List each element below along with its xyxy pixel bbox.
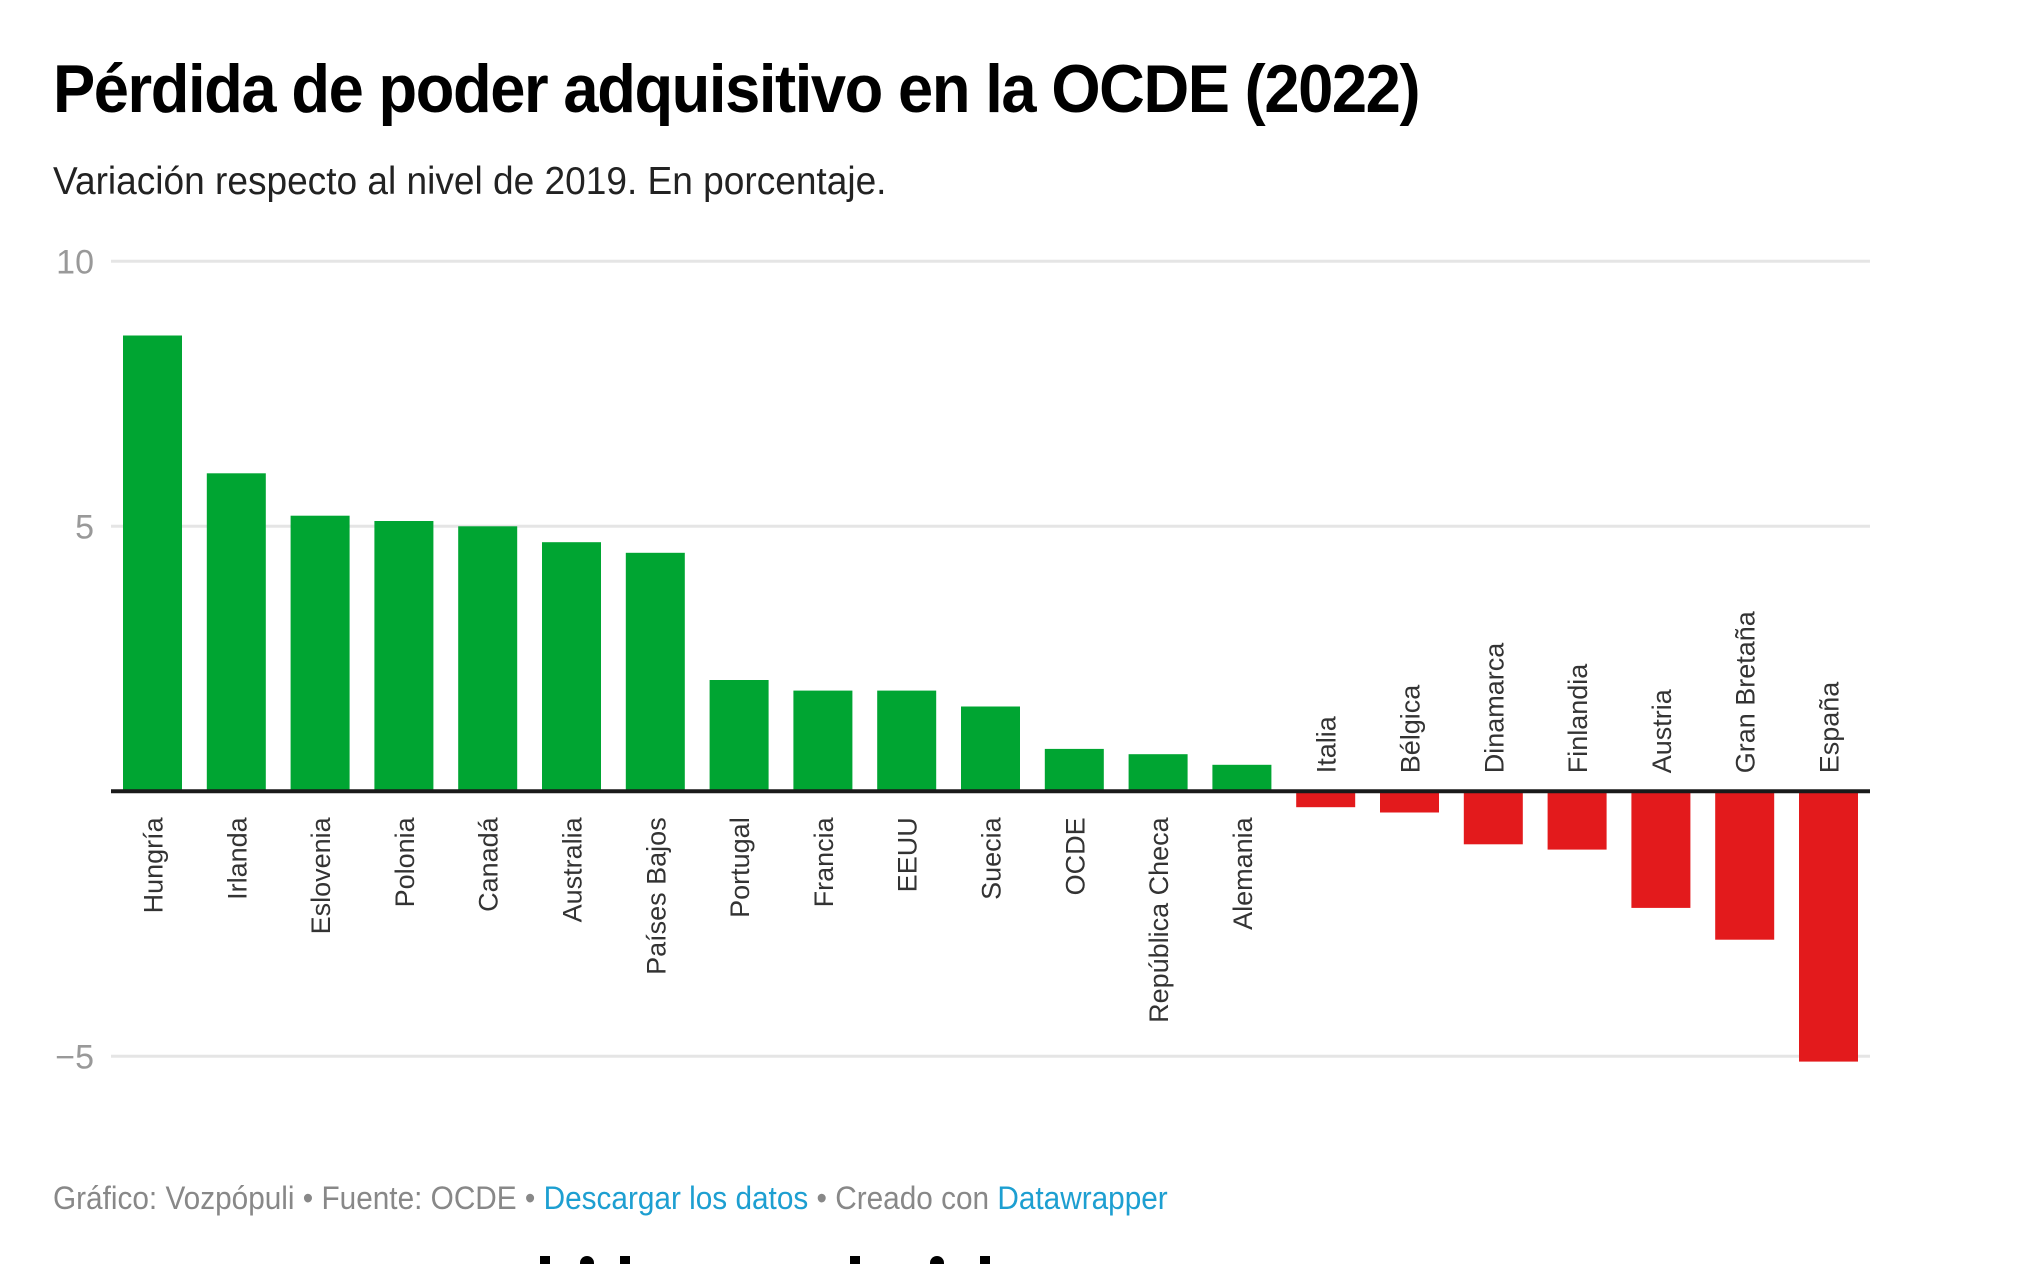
category-label: Francia — [809, 816, 839, 907]
bar — [793, 690, 853, 792]
bar — [1463, 791, 1523, 845]
y-tick-label: 5 — [75, 508, 94, 546]
bar — [374, 521, 434, 792]
created-with-text: Creado con — [835, 1180, 990, 1216]
chart-footer: Gráfico: Vozpópuli • Fuente: OCDE • Desc… — [53, 1180, 1168, 1217]
category-label: Alemania — [1228, 816, 1258, 930]
category-label: Portugal — [725, 817, 755, 918]
category-label: OCDE — [1060, 817, 1090, 895]
bar — [1715, 791, 1775, 940]
category-label: República Checa — [1144, 816, 1174, 1023]
chart-subtitle: Variación respecto al nivel de 2019. En … — [53, 160, 887, 203]
bar — [625, 552, 685, 792]
category-label: Eslovenia — [306, 816, 336, 934]
bar — [961, 706, 1020, 792]
separator: • — [516, 1180, 544, 1216]
category-label: Italia — [1312, 715, 1342, 773]
category-label: Finlandia — [1563, 663, 1593, 774]
bar-chart: 10 5 −5 Hungría Irlanda Eslovenia Polonia Cana… — [55, 243, 1870, 1076]
bar — [1128, 754, 1188, 792]
bar — [123, 335, 182, 792]
bar — [542, 542, 601, 792]
bar — [1799, 791, 1858, 1062]
download-data-link[interactable]: Descargar los datos — [543, 1180, 809, 1216]
category-label: Polonia — [390, 816, 420, 907]
category-label: Irlanda — [222, 816, 252, 900]
category-label: Australia — [558, 816, 588, 922]
bar — [877, 690, 937, 792]
source-text: Fuente: OCDE — [321, 1180, 517, 1216]
chart-title: Pérdida de poder adquisitivo en la OCDE … — [53, 51, 1421, 127]
bar — [1380, 791, 1439, 813]
bar — [1547, 791, 1607, 850]
clipped-heading-below — [540, 1254, 1140, 1264]
separator: • — [294, 1180, 322, 1216]
category-labels: Hungría Irlanda Eslovenia Polonia Canadá Aust… — [139, 610, 1845, 1023]
category-label: Gran Bretaña — [1731, 610, 1761, 773]
category-label: Austria — [1647, 688, 1677, 773]
bar — [709, 680, 769, 792]
bars — [123, 335, 1858, 1062]
category-label: España — [1815, 681, 1845, 774]
category-label: Hungría — [139, 816, 169, 913]
separator: • — [808, 1180, 836, 1216]
category-label: Bélgica — [1396, 684, 1426, 774]
bar — [1044, 748, 1104, 792]
category-label: EEUU — [893, 817, 923, 892]
datawrapper-link[interactable]: Datawrapper — [997, 1180, 1168, 1216]
credit-text: Gráfico: Vozpópuli — [53, 1180, 295, 1216]
bar — [1631, 791, 1691, 908]
category-label: Suecia — [977, 816, 1007, 900]
y-tick-label: 10 — [56, 243, 94, 281]
bar — [458, 526, 518, 792]
bar — [1212, 764, 1272, 792]
bar — [1296, 791, 1356, 808]
bar — [290, 515, 350, 792]
y-tick-label: −5 — [55, 1038, 94, 1076]
bar — [206, 473, 266, 792]
category-label: Países Bajos — [641, 817, 671, 975]
category-label: Canadá — [474, 816, 504, 912]
category-label: Dinamarca — [1479, 642, 1509, 774]
